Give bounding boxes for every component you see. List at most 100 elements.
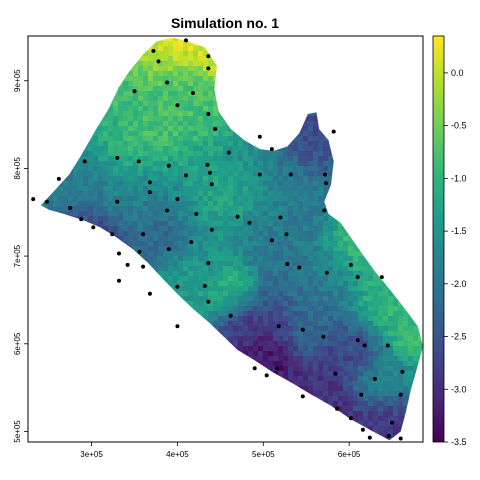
map-title: Simulation no. 1 (171, 15, 279, 31)
station-point (117, 251, 121, 256)
colorbar-ramp (432, 35, 445, 443)
x-tick-label: 6e+05 (338, 450, 361, 459)
station-point (285, 262, 290, 266)
y-tick-label: 5e+05 (13, 420, 22, 443)
station-point (278, 215, 283, 220)
station-point (269, 147, 274, 152)
colorbar-ticks: 0.0 -0.5 -1.0 -1.5 -2.0 -2.5 -3.0 -3.5 (444, 68, 467, 447)
station-point (194, 212, 199, 216)
station-point (68, 205, 73, 210)
station-point (247, 220, 252, 225)
station-point (184, 38, 188, 43)
station-point (355, 275, 360, 280)
station-point (226, 150, 231, 155)
station-point (367, 435, 372, 440)
raster-field (40, 37, 423, 441)
station-point (348, 262, 353, 267)
station-point (206, 299, 211, 304)
x-tick-label: 5e+05 (252, 450, 275, 459)
station-point (205, 162, 210, 167)
colorbar-tick-label: -2.5 (451, 332, 467, 342)
station-point (355, 338, 360, 343)
station-point (269, 238, 274, 243)
x-tick-label: 4e+05 (166, 450, 189, 459)
station-point (276, 324, 281, 329)
colorbar: 0.0 -0.5 -1.0 -1.5 -2.0 -2.5 -3.0 -3.5 (432, 35, 467, 447)
station-point (91, 225, 96, 230)
station-point (398, 436, 403, 441)
station-point (335, 406, 340, 411)
colorbar-tick-label: -1.5 (451, 226, 467, 236)
x-axis: 3e+05 4e+05 5e+05 6e+05 (80, 442, 361, 459)
station-point (147, 190, 152, 195)
station-point (110, 232, 115, 237)
station-point (151, 48, 156, 53)
station-point (288, 172, 293, 177)
station-point (300, 394, 305, 399)
station-point (82, 159, 87, 164)
station-point (56, 176, 61, 181)
station-point (348, 416, 353, 421)
station-point (324, 181, 328, 186)
station-point (202, 283, 207, 288)
station-point (166, 247, 171, 252)
colorbar-tick-label: -3.5 (451, 437, 467, 447)
station-point (190, 91, 195, 95)
plot-frame (27, 35, 424, 443)
station-point (136, 159, 141, 164)
station-point (400, 369, 405, 374)
station-point (175, 197, 180, 202)
station-point (209, 182, 214, 187)
station-point (147, 291, 152, 296)
colorbar-tick-label: -0.5 (451, 121, 467, 131)
station-point (137, 249, 142, 254)
station-point (206, 112, 211, 116)
station-point (324, 270, 329, 275)
plot-area (31, 37, 423, 441)
station-point (257, 172, 262, 177)
station-point (208, 170, 212, 175)
station-point (257, 134, 262, 139)
station-point (147, 180, 152, 185)
colorbar-tick-label: -2.0 (451, 279, 467, 289)
colorbar-tick-label: 0.0 (451, 68, 464, 78)
station-point (175, 324, 180, 329)
station-point (206, 66, 211, 71)
station-point (209, 227, 214, 232)
station-point (175, 284, 180, 289)
station-point (333, 371, 338, 376)
station-point (359, 392, 364, 397)
station-point (166, 163, 171, 168)
station-point (379, 275, 384, 280)
colorbar-tick-label: -3.0 (451, 384, 467, 394)
station-point (252, 366, 257, 371)
x-tick-label: 3e+05 (80, 450, 103, 459)
y-tick-label: 6e+05 (13, 332, 22, 355)
station-point (115, 155, 120, 160)
station-point (117, 278, 121, 283)
station-point (362, 343, 367, 348)
station-point (372, 376, 377, 381)
station-point (165, 80, 170, 85)
station-point (115, 199, 120, 204)
y-tick-label: 8e+05 (13, 157, 22, 180)
y-tick-label: 7e+05 (13, 244, 22, 267)
station-point (189, 240, 194, 245)
station-point (386, 433, 391, 438)
station-point (125, 262, 130, 267)
station-point (264, 373, 269, 378)
station-point (275, 366, 279, 371)
station-point (390, 420, 395, 425)
y-axis: 5e+05 6e+05 7e+05 8e+05 9e+05 (13, 69, 28, 443)
station-point (228, 313, 233, 318)
colorbar-tick-label: -1.0 (451, 173, 467, 183)
station-point (213, 127, 218, 131)
station-point (300, 327, 305, 332)
station-point (165, 208, 170, 213)
station-point (360, 427, 365, 432)
station-point (331, 129, 336, 134)
station-point (175, 103, 180, 108)
station-point (206, 54, 211, 59)
station-point (398, 392, 403, 397)
